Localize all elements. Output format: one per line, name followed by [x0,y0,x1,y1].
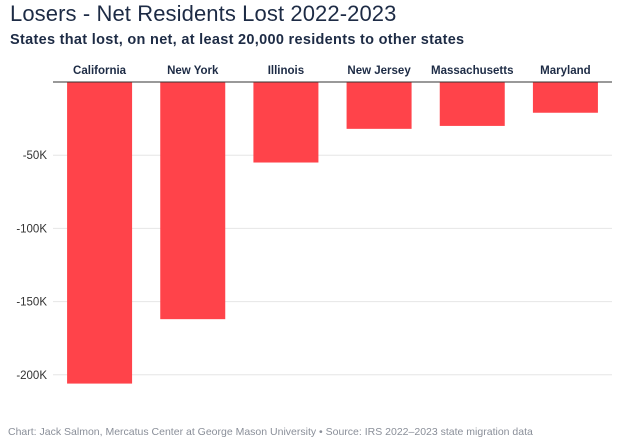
bar [253,82,319,163]
bar [532,82,598,113]
bar [439,82,505,126]
category-label: California [73,65,127,77]
category-label: Illinois [268,65,304,77]
y-tick-label: -50K [23,150,48,162]
chart-subtitle: States that lost, on net, at least 20,00… [10,32,465,48]
y-tick-label: -100K [16,223,47,235]
bar [67,82,133,384]
category-label: New York [167,65,219,77]
y-tick-label: -200K [16,370,47,382]
y-tick-label: -150K [16,297,47,309]
category-label: New Jersey [347,65,411,77]
category-label: Massachusetts [431,65,513,77]
bar [160,82,226,320]
category-label: Maryland [540,65,591,77]
bar-chart: -50K -100K -150K -200K California New York Ill… [16,65,612,384]
chart-title: Losers - Net Residents Lost 2022-2023 [10,1,397,26]
chart-source: Chart: Jack Salmon, Mercatus Center at G… [8,426,533,438]
bar [346,82,412,129]
